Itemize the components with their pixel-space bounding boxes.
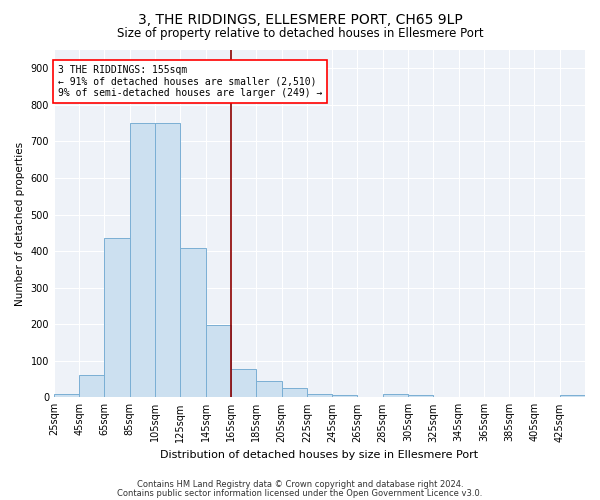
X-axis label: Distribution of detached houses by size in Ellesmere Port: Distribution of detached houses by size …	[160, 450, 479, 460]
Bar	[256, 381, 281, 398]
Text: 3 THE RIDDINGS: 155sqm
← 91% of detached houses are smaller (2,510)
9% of semi-d: 3 THE RIDDINGS: 155sqm ← 91% of detached…	[58, 64, 322, 98]
Bar	[79, 374, 104, 398]
Bar	[231, 369, 256, 398]
Bar	[332, 396, 358, 398]
Bar	[104, 238, 130, 398]
Bar	[181, 248, 206, 398]
Bar	[281, 388, 307, 398]
Bar	[383, 394, 408, 398]
Bar	[307, 394, 332, 398]
Bar	[54, 394, 79, 398]
Y-axis label: Number of detached properties: Number of detached properties	[15, 142, 25, 306]
Bar	[155, 123, 181, 398]
Text: 3, THE RIDDINGS, ELLESMERE PORT, CH65 9LP: 3, THE RIDDINGS, ELLESMERE PORT, CH65 9L…	[137, 12, 463, 26]
Bar	[206, 325, 231, 398]
Text: Size of property relative to detached houses in Ellesmere Port: Size of property relative to detached ho…	[116, 28, 484, 40]
Bar	[408, 396, 433, 398]
Bar	[560, 394, 585, 398]
Text: Contains HM Land Registry data © Crown copyright and database right 2024.: Contains HM Land Registry data © Crown c…	[137, 480, 463, 489]
Bar	[130, 123, 155, 398]
Text: Contains public sector information licensed under the Open Government Licence v3: Contains public sector information licen…	[118, 490, 482, 498]
